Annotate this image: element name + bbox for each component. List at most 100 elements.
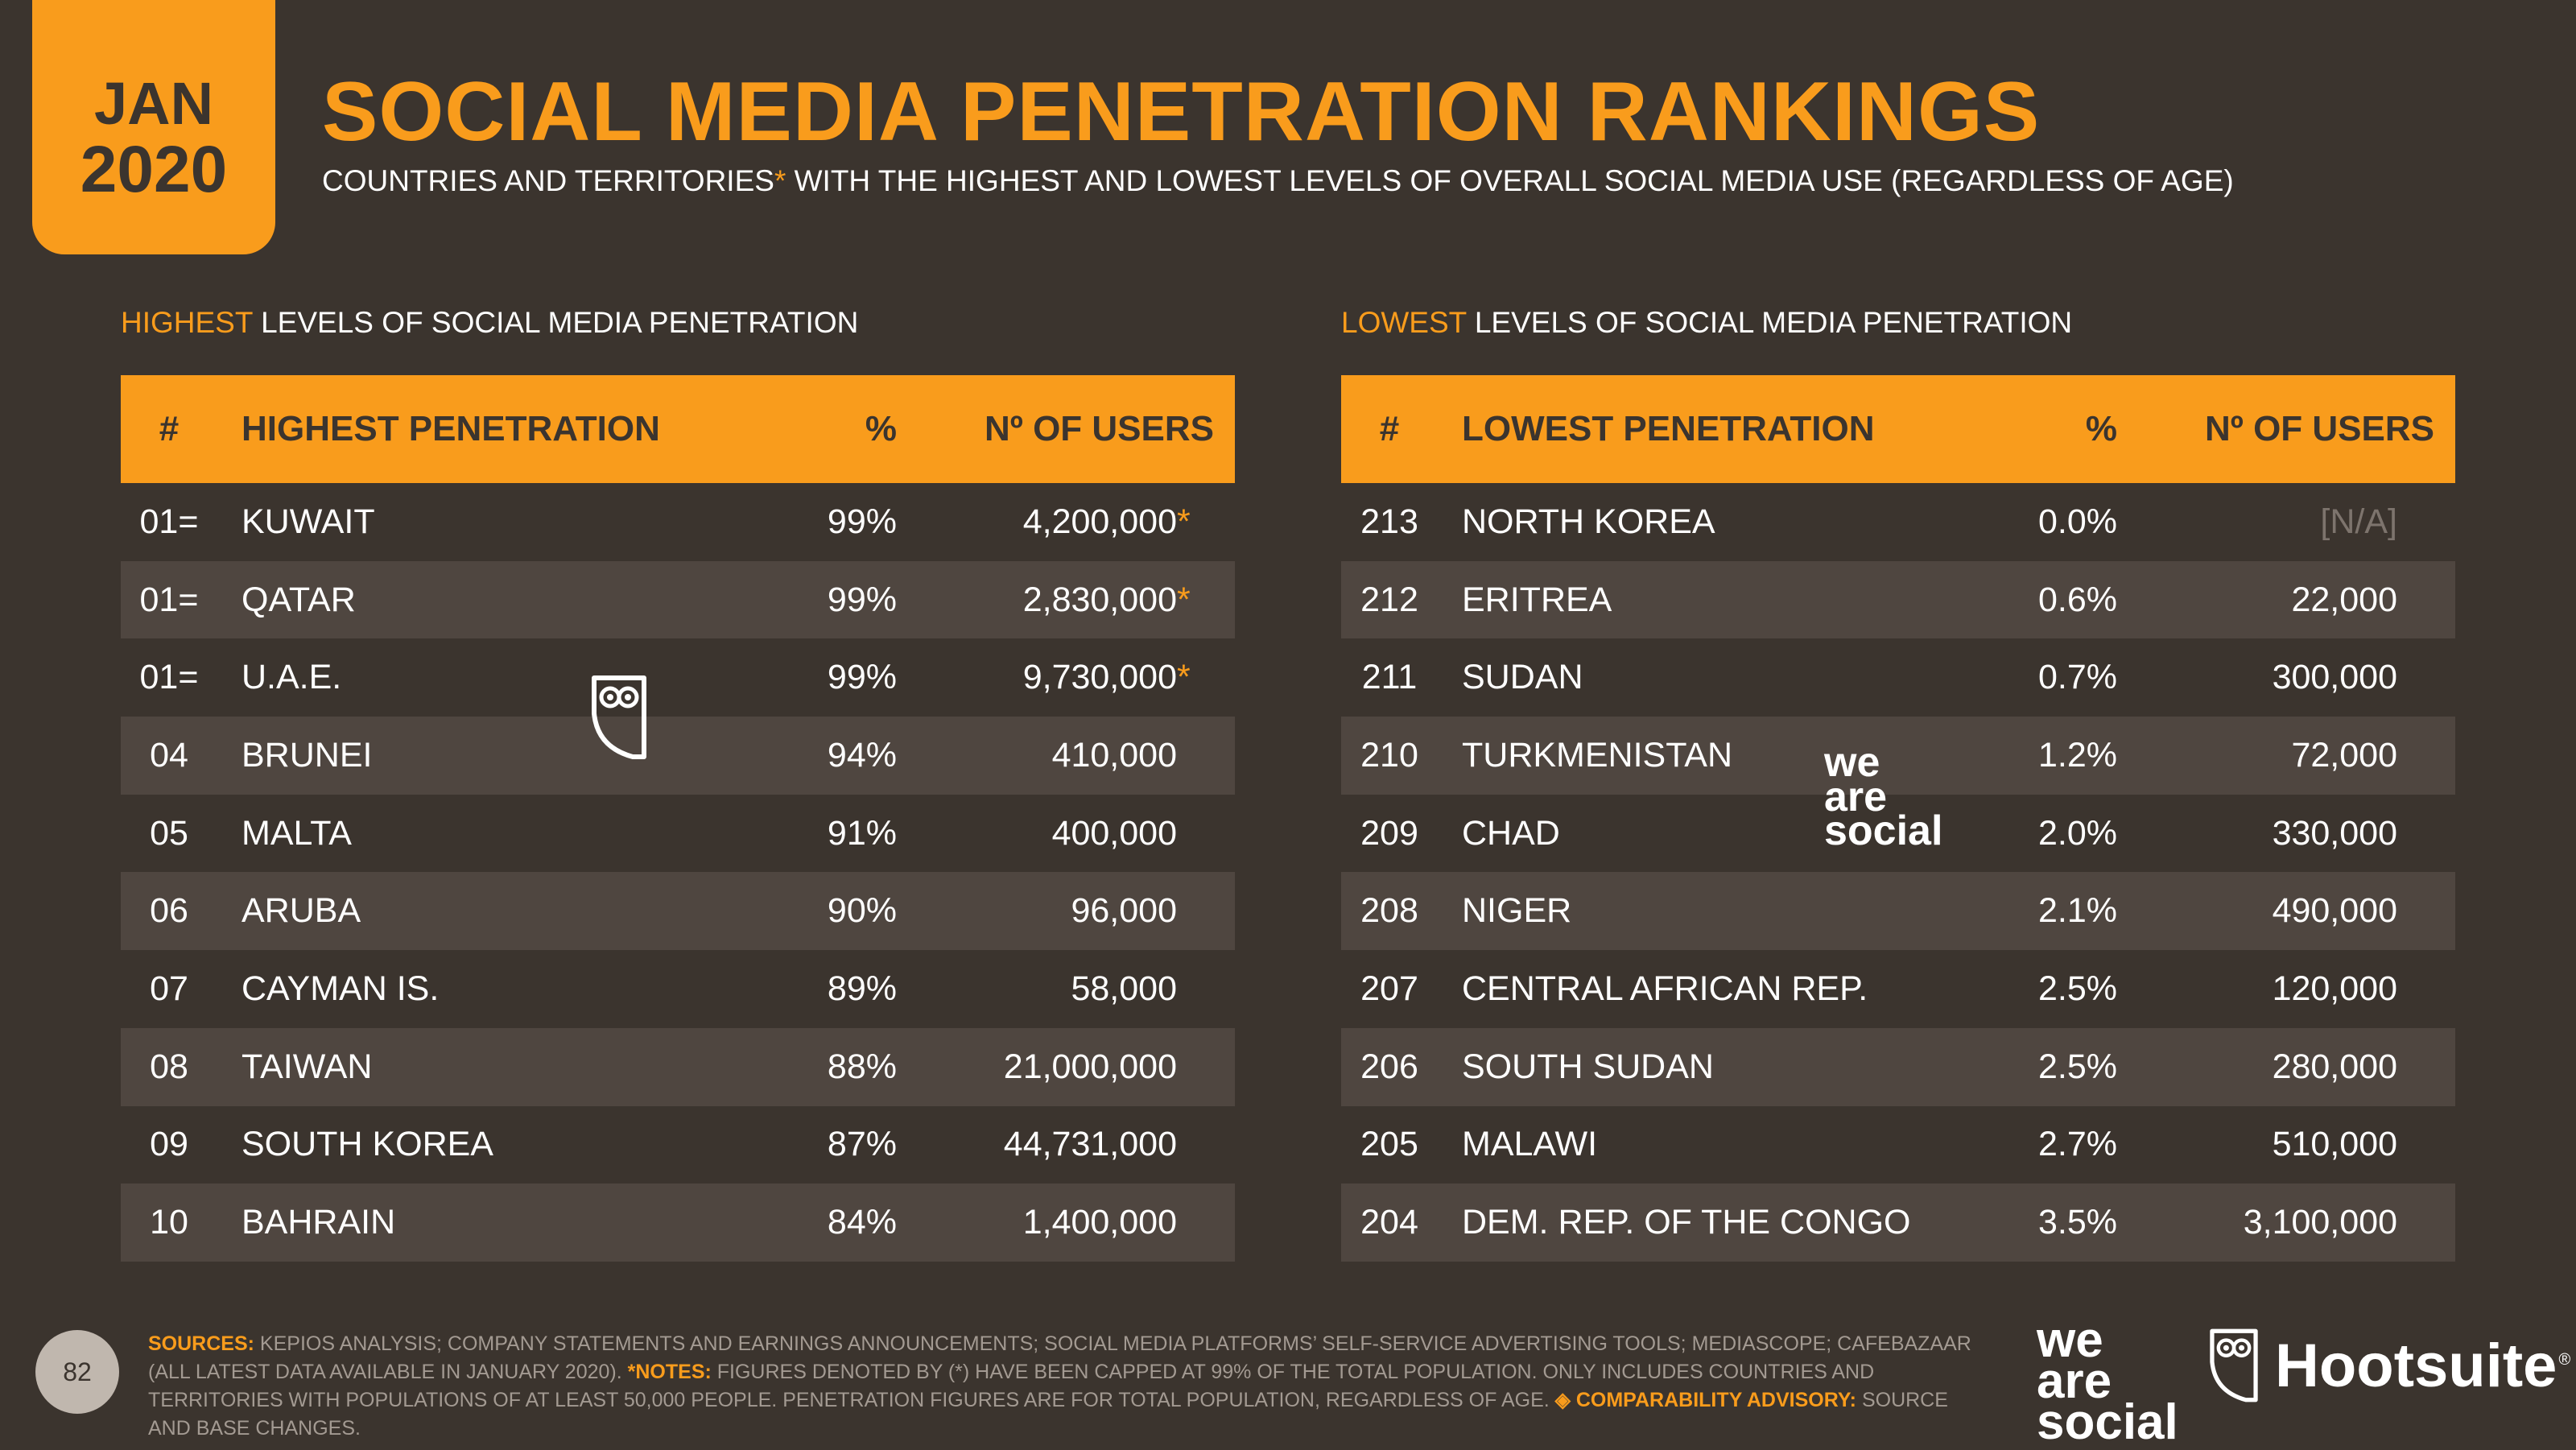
users-cell: 300,000 — [2117, 658, 2426, 697]
page-number: 82 — [35, 1330, 119, 1414]
percent-cell: 90% — [827, 891, 897, 931]
country-cell: MALTA — [242, 813, 352, 853]
users-value: 300,000 — [2272, 658, 2397, 697]
hootsuite-wordmark: Hootsuite — [2275, 1331, 2557, 1400]
rank-cell: 05 — [150, 813, 188, 853]
users-cell: 2,830,000* — [897, 580, 1206, 620]
users-cell: 3,100,000 — [2117, 1203, 2426, 1242]
percent-cell: 99% — [827, 580, 897, 619]
country-cell: BRUNEI — [242, 735, 373, 775]
table-row: 10 BAHRAIN 84% 1,400,000 — [121, 1184, 1235, 1262]
users-cell: 21,000,000 — [897, 1047, 1206, 1087]
country-cell: CAYMAN IS. — [242, 969, 440, 1008]
country-cell: BAHRAIN — [242, 1203, 396, 1242]
notes-text: FIGURES DENOTED BY (*) HAVE BEEN CAPPED … — [148, 1361, 1875, 1411]
users-cell: 120,000 — [2117, 969, 2426, 1009]
rank-cell: 206 — [1360, 1047, 1418, 1086]
lowest-penetration-table: # LOWEST PENETRATION % Nº OF USERS 213 NO… — [1341, 375, 2455, 1262]
users-cell: 58,000 — [897, 969, 1206, 1009]
lowest-label-highlight: LOWEST — [1341, 306, 1467, 339]
users-value: 4,200,000 — [1022, 502, 1177, 541]
country-cell: SOUTH SUDAN — [1462, 1047, 1714, 1086]
users-cell: 96,000 — [897, 891, 1206, 931]
page-subtitle: COUNTRIES AND TERRITORIES* WITH THE HIGH… — [322, 164, 2234, 198]
users-value: 1,400,000 — [1022, 1203, 1177, 1242]
country-cell: KUWAIT — [242, 502, 375, 541]
users-cell: 280,000 — [2117, 1047, 2426, 1087]
country-cell: TURKMENISTAN — [1462, 735, 1733, 775]
users-cell: 44,731,000 — [897, 1125, 1206, 1164]
users-value: 3,100,000 — [2243, 1203, 2397, 1242]
badge-month: JAN — [93, 70, 214, 138]
users-value: 96,000 — [1071, 891, 1177, 931]
highest-label-rest: LEVELS OF SOCIAL MEDIA PENETRATION — [252, 306, 859, 339]
percent-cell: 88% — [827, 1047, 897, 1086]
logo-word: social — [2037, 1394, 2178, 1450]
rank-cell: 06 — [150, 891, 188, 931]
rank-cell: 210 — [1360, 735, 1418, 775]
table-row: 212 ERITREA 0.6% 22,000 — [1341, 560, 2455, 639]
rank-cell: 07 — [150, 969, 188, 1008]
rank-cell: 213 — [1360, 502, 1418, 541]
users-cell: 400,000 — [897, 814, 1206, 853]
table-row: 204 DEM. REP. OF THE CONGO 3.5% 3,100,000 — [1341, 1184, 2455, 1262]
country-cell: NIGER — [1462, 891, 1572, 931]
table-row: 07 CAYMAN IS. 89% 58,000 — [121, 950, 1235, 1028]
col-header-users: Nº OF USERS — [2205, 409, 2434, 448]
country-cell: CENTRAL AFRICAN REP. — [1462, 969, 1868, 1008]
cap-star: * — [1177, 658, 1191, 697]
highest-penetration-table: # HIGHEST PENETRATION % Nº OF USERS 01= K… — [121, 375, 1235, 1262]
subtitle-part2: WITH THE HIGHEST AND LOWEST LEVELS OF OV… — [786, 164, 2234, 197]
percent-cell: 89% — [827, 969, 897, 1008]
users-value: 120,000 — [2272, 969, 2397, 1008]
users-cell: [N/A] — [2117, 502, 2426, 542]
hootsuite-owl-icon — [592, 675, 646, 759]
sources-text: KEPIOS ANALYSIS; COMPANY STATEMENTS AND … — [148, 1332, 1971, 1383]
rank-cell: 01= — [139, 502, 199, 541]
advisory-label: ◈ COMPARABILITY ADVISORY: — [1554, 1389, 1856, 1411]
percent-cell: 2.5% — [2037, 969, 2117, 1008]
users-value: 510,000 — [2272, 1125, 2397, 1164]
rank-cell: 208 — [1360, 891, 1418, 931]
rank-cell: 204 — [1360, 1203, 1418, 1242]
logo-word: we — [2037, 1312, 2103, 1368]
table-row: 211 SUDAN 0.7% 300,000 — [1341, 638, 2455, 717]
percent-cell: 0.0% — [2037, 502, 2117, 541]
country-cell: U.A.E. — [242, 658, 342, 697]
country-cell: CHAD — [1462, 813, 1560, 853]
table-row: 210 TURKMENISTAN 1.2% 72,000 — [1341, 717, 2455, 795]
watermark-word: social — [1824, 808, 1943, 855]
table-row: 208 NIGER 2.1% 490,000 — [1341, 872, 2455, 951]
table-row: 206 SOUTH SUDAN 2.5% 280,000 — [1341, 1027, 2455, 1106]
users-cell: 22,000 — [2117, 580, 2426, 620]
advisory-text: SOURCE AND BASE CHANGES. — [148, 1389, 1948, 1440]
percent-cell: 91% — [827, 813, 897, 853]
users-cell: 510,000 — [2117, 1125, 2426, 1164]
we-are-social-logo: we are social — [2037, 1312, 2178, 1450]
rank-cell: 01= — [139, 658, 199, 697]
table-row: 01= KUWAIT 99% 4,200,000* — [121, 483, 1235, 561]
users-cell: 9,730,000* — [897, 658, 1206, 697]
highest-section-label: HIGHEST LEVELS OF SOCIAL MEDIA PENETRATI… — [121, 306, 858, 340]
users-value: 58,000 — [1071, 969, 1177, 1008]
percent-cell: 3.5% — [2037, 1203, 2117, 1242]
col-header-percent: % — [865, 409, 897, 448]
country-cell: MALAWI — [1462, 1125, 1598, 1164]
country-cell: SUDAN — [1462, 658, 1583, 697]
rank-cell: 09 — [150, 1125, 188, 1164]
percent-cell: 2.5% — [2037, 1047, 2117, 1086]
logo-word: are — [2037, 1353, 2112, 1409]
users-cell: 330,000 — [2117, 814, 2426, 853]
col-header-users: Nº OF USERS — [985, 409, 1214, 448]
percent-cell: 0.7% — [2037, 658, 2117, 697]
percent-cell: 87% — [827, 1125, 897, 1164]
rank-cell: 211 — [1361, 658, 1418, 697]
users-value: [N/A] — [2320, 502, 2397, 541]
users-cell: 4,200,000* — [897, 502, 1206, 542]
page-title: SOCIAL MEDIA PENETRATION RANKINGS — [322, 65, 2041, 159]
col-header-country: HIGHEST PENETRATION — [242, 409, 660, 448]
rank-cell: 01= — [139, 580, 199, 619]
rank-cell: 209 — [1360, 813, 1418, 853]
col-header-percent: % — [2085, 409, 2117, 448]
table-row: 08 TAIWAN 88% 21,000,000 — [121, 1027, 1235, 1106]
